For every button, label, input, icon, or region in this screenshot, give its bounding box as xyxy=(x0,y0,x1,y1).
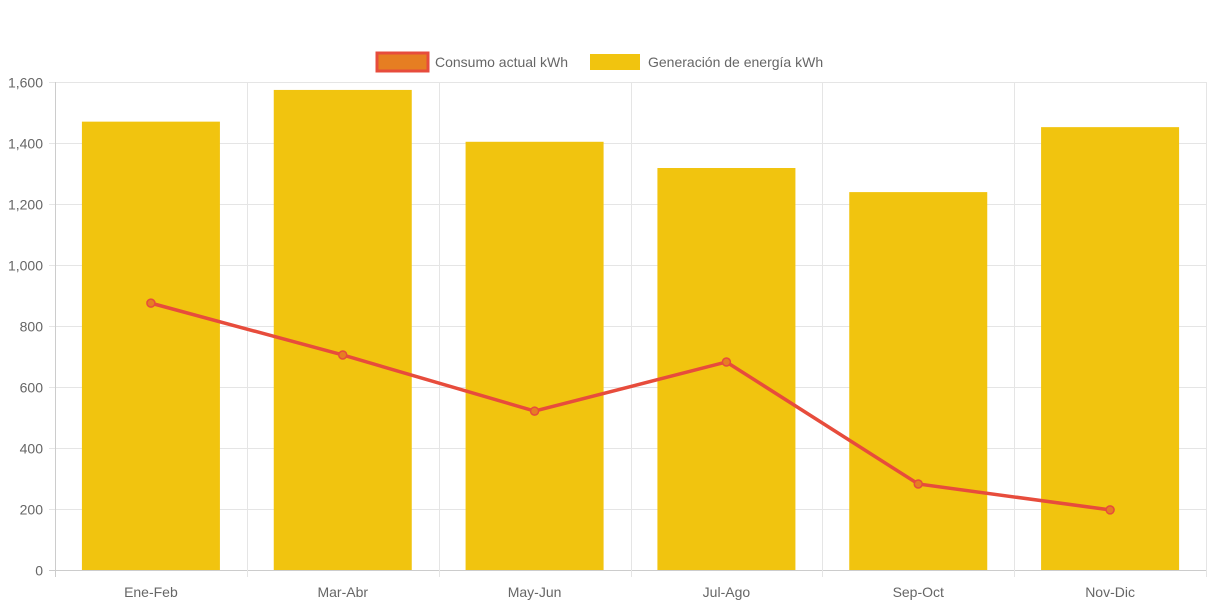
point-consumo xyxy=(1105,505,1115,515)
y-tick-label: 1,200 xyxy=(8,197,43,213)
legend-swatch-generacion[interactable] xyxy=(590,54,640,70)
legend: Consumo actual kWh Generación de energía… xyxy=(375,51,823,73)
y-tick-label: 800 xyxy=(20,319,44,335)
x-tick-label: Ene-Feb xyxy=(124,584,178,600)
y-tick-label: 1,600 xyxy=(8,75,43,91)
y-tick-label: 1,400 xyxy=(8,136,43,152)
bar-generacion xyxy=(657,168,796,570)
x-tick-label: Jul-Ago xyxy=(703,584,751,600)
y-tick-label: 600 xyxy=(20,380,44,396)
x-tick-label: May-Jun xyxy=(508,584,562,600)
point-consumo xyxy=(146,298,156,308)
line-consumo xyxy=(150,301,1111,512)
x-tick-label: Sep-Oct xyxy=(893,584,944,600)
bar-generacion xyxy=(849,192,988,571)
legend-label-generacion[interactable]: Generación de energía kWh xyxy=(648,54,823,70)
bar-generacion xyxy=(1041,127,1180,570)
x-tick-label: Mar-Abr xyxy=(317,584,368,600)
legend-label-consumo[interactable]: Consumo actual kWh xyxy=(435,54,568,70)
point-consumo xyxy=(913,479,923,489)
x-tick-label: Nov-Dic xyxy=(1085,584,1135,600)
bar-generacion xyxy=(273,89,412,571)
y-tick-label: 0 xyxy=(35,563,43,579)
bar-generacion xyxy=(81,121,220,571)
point-consumo xyxy=(721,357,732,367)
y-tick-label: 400 xyxy=(20,441,44,457)
point-consumo xyxy=(338,350,348,360)
legend-swatch-consumo[interactable] xyxy=(375,51,430,73)
bar-generacion xyxy=(465,141,604,570)
y-tick-label: 1,000 xyxy=(8,258,43,274)
y-tick-label: 200 xyxy=(20,502,44,518)
point-consumo xyxy=(529,406,540,416)
